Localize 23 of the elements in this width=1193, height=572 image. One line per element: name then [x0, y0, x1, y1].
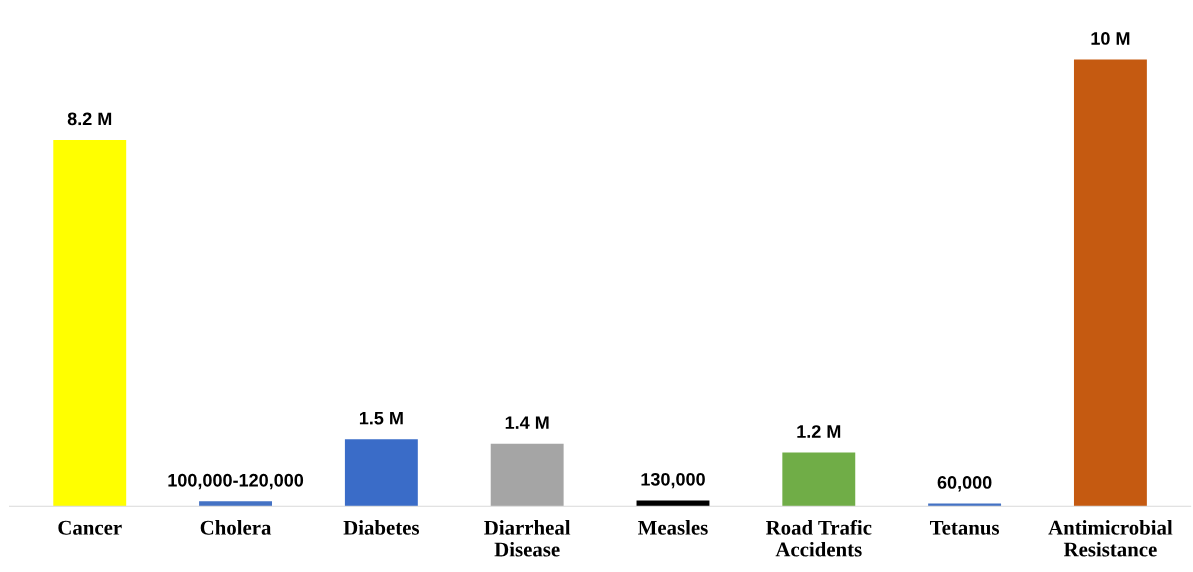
bar: [490, 443, 564, 507]
data-label: 60,000: [937, 476, 992, 492]
bar: [1073, 59, 1147, 507]
x-tick-label: Antimicrobial Resistance: [1048, 520, 1173, 557]
data-label: 1.5 M: [359, 411, 403, 425]
x-tick-label: Cholera: [200, 520, 272, 535]
data-label: 10 M: [1091, 32, 1130, 45]
bar: [782, 452, 856, 507]
x-tick-label: Diabetes: [343, 520, 420, 535]
data-label: 130,000: [641, 472, 705, 489]
bar: [344, 439, 418, 507]
bar: [53, 139, 127, 507]
x-tick-label: Cancer: [58, 520, 122, 535]
bar: [199, 501, 272, 507]
data-label: 1.2 M: [797, 425, 841, 438]
data-label: 100,000-120,000: [168, 473, 304, 490]
x-tick-label: Road Trafic Accidents: [766, 519, 872, 557]
x-tick-label: Diarrheal Disease: [484, 520, 571, 557]
x-tick-label: Measles: [638, 520, 708, 535]
bar: [636, 500, 710, 507]
x-tick-label: Tetanus: [929, 520, 1000, 535]
data-label: 1.4 M: [505, 416, 549, 429]
data-label: 8.2 M: [67, 112, 112, 126]
